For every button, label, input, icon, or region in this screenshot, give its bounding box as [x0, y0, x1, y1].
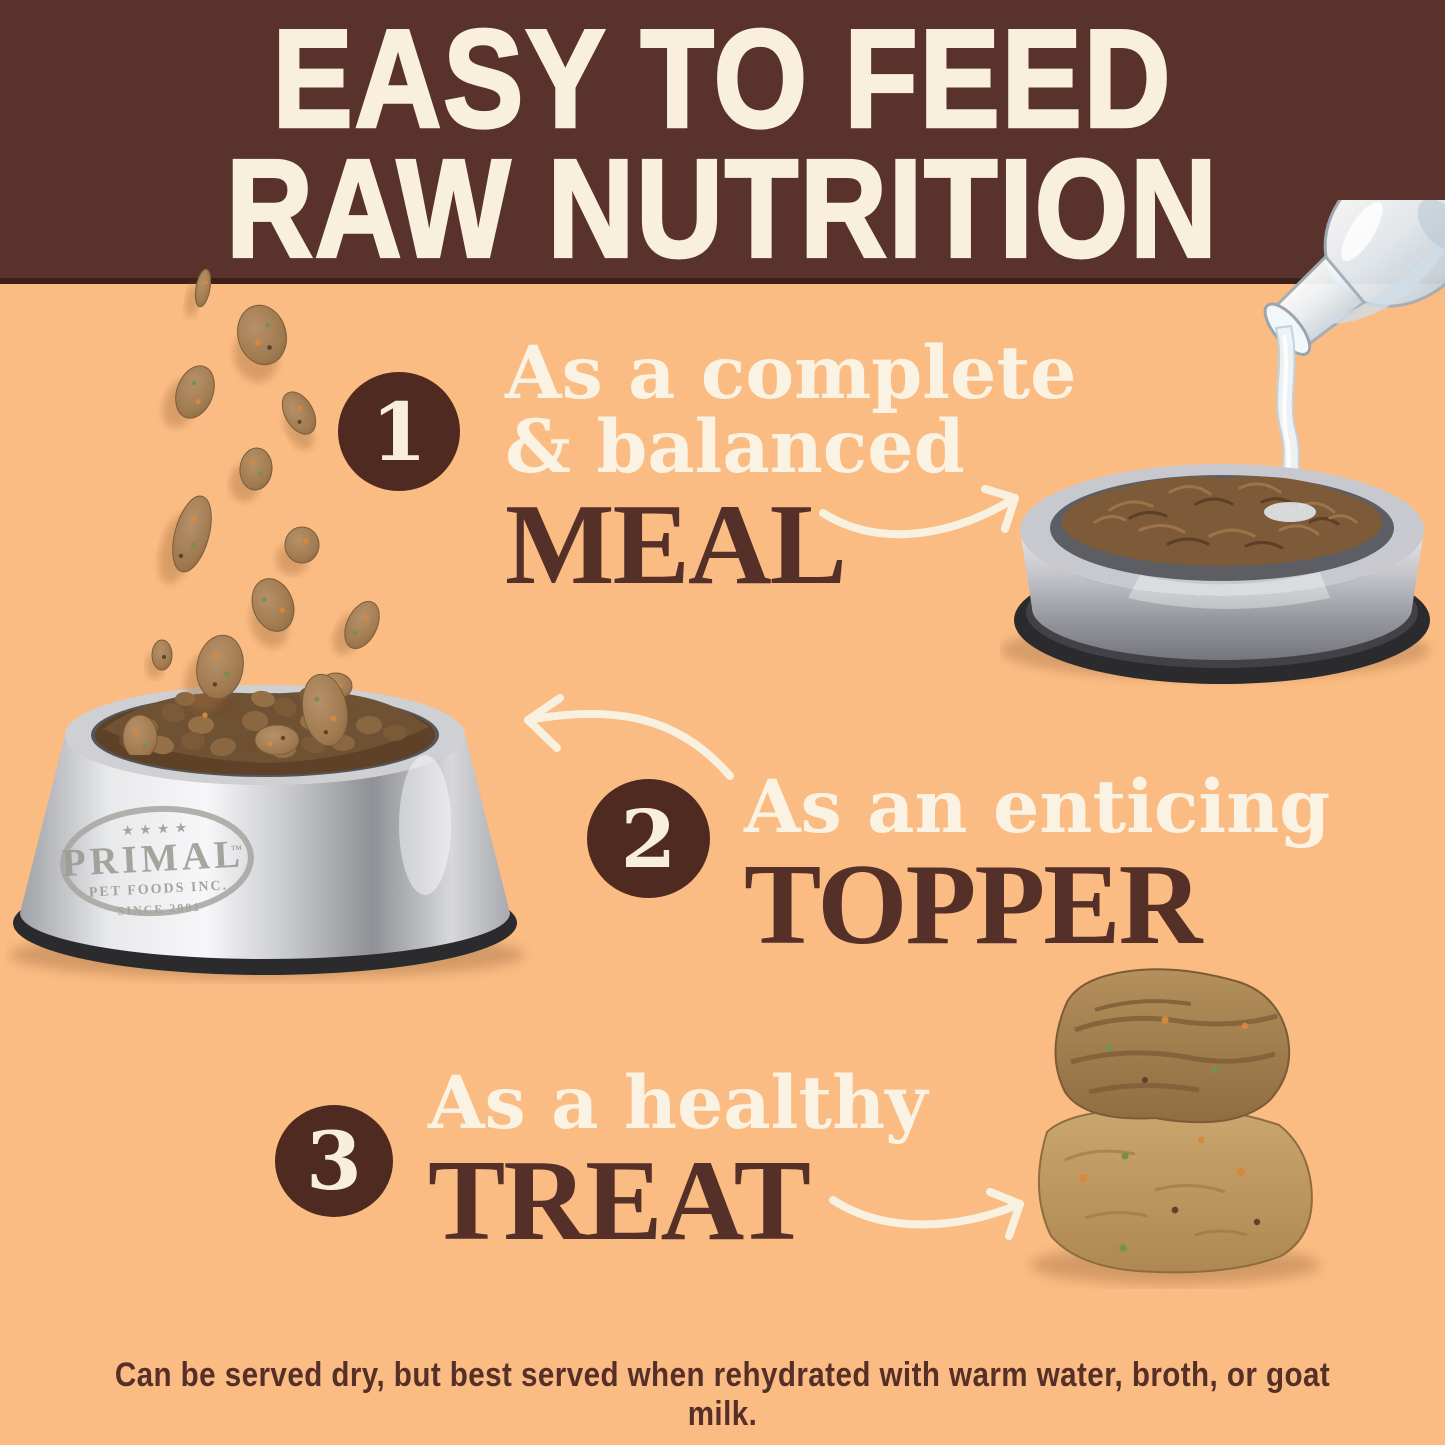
step-3-number: 3 — [306, 1114, 362, 1208]
arrow-to-meal-bowl-icon — [819, 485, 1019, 539]
falling-nugget — [162, 365, 215, 428]
treat-bottom — [1037, 1106, 1313, 1274]
step-1-keyword: MEAL — [505, 481, 847, 609]
step-3-lead-line-1: As a healthy — [428, 1060, 928, 1146]
step-3-badge: 3 — [275, 1105, 393, 1217]
treat-top — [1054, 968, 1291, 1124]
falling-nugget — [122, 714, 158, 755]
footer-note: Can be served dry, but best served when … — [114, 1356, 1331, 1433]
treat-nuggets-image — [1030, 968, 1320, 1285]
falling-nugget — [254, 724, 300, 755]
logo-stars: ★ ★ ★ ★ — [122, 820, 189, 837]
step-1-badge: 1 — [338, 372, 460, 491]
falling-nugget — [301, 673, 349, 747]
step-1-lead-line-1: As a complete — [505, 330, 1077, 416]
step-2-lead-line-1: As an enticing — [744, 764, 1331, 850]
step-2-text: As an enticing TOPPER — [744, 764, 1331, 969]
primal-logo: ★ ★ ★ ★ PRIMAL ™ PET FOODS INC. SINCE 20… — [60, 805, 254, 918]
wet-food-bowl — [1014, 464, 1430, 684]
title-line-1: EASY TO FEED — [271, 1, 1173, 157]
falling-nugget — [184, 634, 244, 712]
arrow-to-kibble-bowl-icon — [524, 694, 734, 780]
header-banner: EASY TO FEED RAW NUTRITION — [0, 0, 1445, 284]
step-3-keyword: TREAT — [428, 1137, 811, 1265]
falling-nugget — [185, 268, 212, 318]
falling-nugget — [158, 495, 212, 584]
step-3-text: As a healthy TREAT — [428, 1060, 928, 1265]
falling-nugget — [250, 578, 295, 648]
falling-nugget — [276, 526, 320, 575]
step-2-number: 2 — [620, 791, 677, 886]
logo-line2: PET FOODS INC. — [89, 878, 229, 900]
title-line-2: RAW NUTRITION — [225, 131, 1219, 287]
logo-brand: PRIMAL — [61, 832, 245, 884]
step-1-text: As a complete & balanced MEAL — [505, 330, 1077, 609]
wet-food-bowl-and-bottle-image — [1000, 200, 1445, 684]
falling-nugget — [332, 600, 380, 655]
page-title: EASY TO FEED RAW NUTRITION — [0, 1, 1445, 287]
step-2-badge: 2 — [587, 779, 710, 898]
falling-nugget — [281, 391, 317, 450]
logo-line3: SINCE 2001 — [117, 900, 201, 918]
water-bottle-image — [1263, 200, 1445, 356]
falling-nuggets-image — [122, 268, 380, 755]
falling-nugget — [146, 639, 173, 679]
arrow-to-treats-icon — [829, 1188, 1024, 1240]
falling-nugget — [229, 447, 273, 503]
falling-nugget — [233, 304, 287, 382]
step-1-number: 1 — [371, 384, 427, 479]
step-1-lead-line-2: & balanced — [505, 404, 965, 490]
logo-trademark: ™ — [231, 844, 243, 857]
step-2-keyword: TOPPER — [744, 841, 1202, 969]
